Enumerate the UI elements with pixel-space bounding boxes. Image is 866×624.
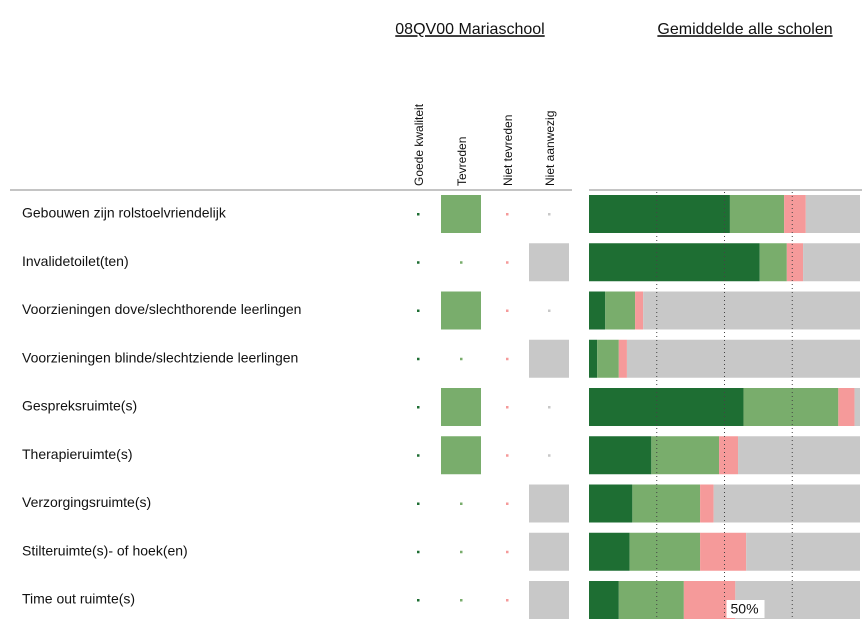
school-answer [441, 436, 481, 475]
bar-segment [643, 291, 860, 330]
bar-segment [589, 388, 744, 426]
bar-segment [743, 388, 839, 426]
school-dot [548, 454, 551, 457]
school-dot [506, 213, 509, 216]
row-label: Voorzieningen blinde/slechtziende leerli… [22, 349, 298, 365]
chart-subtitle: Gemiddelde alle scholen [657, 21, 832, 38]
bar-segment [589, 291, 606, 330]
bar-segment [629, 532, 701, 571]
bar-segment [746, 532, 860, 571]
row-label: Therapieruimte(s) [22, 446, 132, 462]
school-dot [506, 454, 509, 457]
school-dot [506, 502, 509, 505]
school-dot [417, 309, 420, 312]
school-dot [506, 261, 509, 264]
bar-segment [635, 291, 644, 330]
bar-segment [700, 532, 747, 571]
chart-title: 08QV00 Mariaschool [395, 21, 544, 38]
bar-segment [759, 243, 787, 282]
bar-segment [854, 388, 860, 426]
school-dot [460, 502, 463, 505]
bar-segment [786, 243, 804, 282]
tick-label-bg [726, 600, 765, 618]
x-tick-label: 50% [731, 601, 759, 617]
bar-segment [713, 484, 860, 523]
school-dot [417, 406, 420, 409]
column-header: Niet aanwezig [543, 111, 557, 186]
school-dot [506, 599, 509, 602]
bar-segment [589, 339, 598, 378]
bar-segment [618, 581, 684, 619]
school-dot [548, 213, 551, 216]
school-dot [506, 406, 509, 409]
school-dot [506, 309, 509, 312]
bar-segment [589, 484, 633, 523]
bar-segment [589, 243, 760, 282]
bar-segment [803, 243, 860, 282]
school-dot [417, 261, 420, 264]
bar-segment [700, 484, 714, 523]
column-header: Tevreden [455, 137, 469, 186]
column-header: Goede kwaliteit [412, 103, 426, 186]
column-header: Niet tevreden [501, 115, 515, 186]
row-label: Time out ruimte(s) [22, 591, 135, 607]
bar-segment [632, 484, 701, 523]
bar-segment [589, 581, 619, 619]
row-label: Gespreksruimte(s) [22, 398, 137, 414]
bar-segment [651, 436, 720, 475]
bar-segment [838, 388, 855, 426]
school-answer [441, 291, 481, 330]
school-answer [441, 388, 481, 426]
row-label: Invalidetoilet(ten) [22, 253, 129, 269]
row-label: Gebouwen zijn rolstoelvriendelijk [22, 205, 227, 221]
bar-segment [738, 436, 860, 475]
bar-segment [626, 339, 860, 378]
bar-segment [729, 195, 785, 233]
school-answer [529, 243, 569, 282]
bar-segment [618, 339, 627, 378]
school-dot [417, 213, 420, 216]
bar-segment [805, 195, 860, 233]
bar-segment [589, 195, 730, 233]
school-dot [548, 309, 551, 312]
bar-segment [784, 195, 806, 233]
bar-segment [589, 436, 652, 475]
school-answer [529, 581, 569, 619]
school-dot [417, 502, 420, 505]
bar-segment [597, 339, 619, 378]
school-dot [506, 550, 509, 554]
school-answer [529, 532, 569, 571]
school-answer [529, 339, 569, 378]
school-dot [417, 357, 420, 361]
school-dot [460, 599, 463, 602]
school-answer [529, 484, 569, 523]
bar-segment [589, 532, 630, 571]
school-dot [417, 454, 420, 457]
school-dot [548, 406, 551, 409]
row-label: Voorzieningen dove/slechthorende leerlin… [22, 301, 301, 317]
bar-segment [719, 436, 739, 475]
bar-segment [605, 291, 636, 330]
school-dot [460, 550, 463, 554]
school-dot [506, 357, 509, 361]
school-dot [460, 357, 463, 361]
school-dot [460, 261, 463, 264]
school-dot [417, 599, 420, 602]
row-label: Verzorgingsruimte(s) [22, 494, 151, 510]
school-answer [441, 195, 481, 233]
row-label: Stilteruimte(s)- of hoek(en) [22, 542, 188, 558]
school-dot [417, 550, 420, 554]
